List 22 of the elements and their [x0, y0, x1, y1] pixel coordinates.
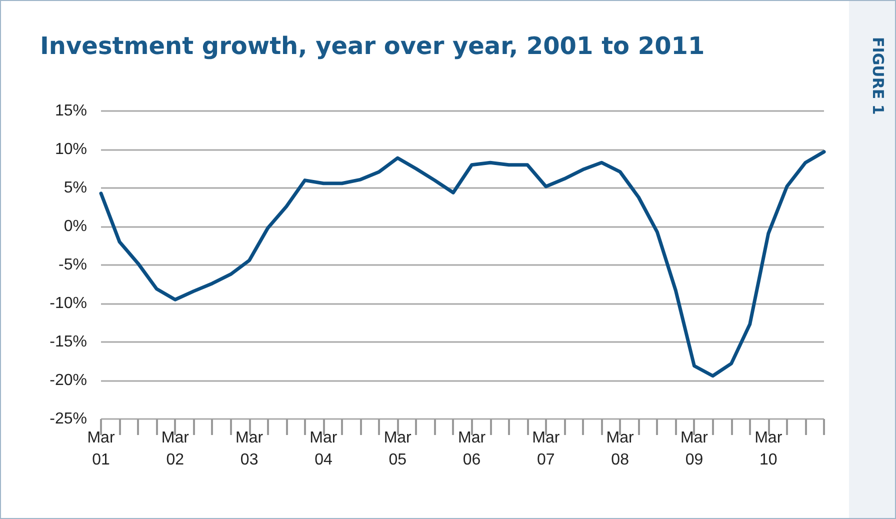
y-tick-label: 0% [64, 218, 87, 235]
x-tick-label: Mar 10 [754, 430, 783, 468]
line-series [99, 150, 826, 378]
y-tick-label: 5% [64, 180, 87, 196]
caption: FIGURE 1 [869, 37, 887, 115]
y-tick-label: -5% [58, 256, 87, 274]
y-tick-label: -10% [50, 295, 87, 312]
x-tick-label: Mar 01 [87, 430, 116, 468]
x-tick-label: Mar 09 [680, 430, 709, 468]
chart-title: Investment growth, year over year, 2001 to 2011 [40, 32, 705, 60]
y-tick-label: 10% [54, 141, 87, 158]
x-tick-label: Mar 06 [458, 430, 486, 468]
y-tick-label: -25% [50, 410, 87, 428]
x-tick-label: Mar 04 [310, 430, 338, 468]
y-tick-label: -15% [50, 334, 87, 350]
x-tick-label: Mar 07 [532, 430, 560, 468]
x-tick-label: Mar 05 [384, 430, 412, 468]
y-tick-label: 15% [54, 102, 87, 120]
x-tick-label: Mar 02 [161, 430, 190, 468]
x-tick-label: Mar 03 [236, 430, 264, 468]
y-tick-label: -20% [50, 372, 87, 389]
x-tick-label: Mar 08 [606, 430, 635, 468]
